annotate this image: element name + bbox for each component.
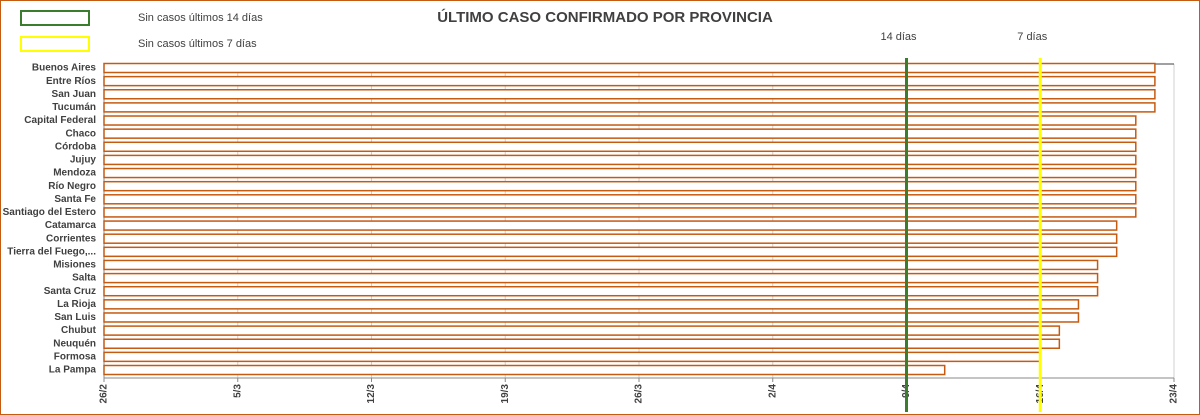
y-tick-label: San Juan (52, 89, 96, 100)
y-tick-label: Entre Ríos (46, 76, 96, 87)
bar (103, 259, 1099, 271)
y-tick-label: Jujuy (70, 155, 97, 166)
legend-label: Sin casos últimos 7 días (138, 38, 257, 50)
bar (103, 75, 1156, 87)
bar (103, 285, 1099, 297)
bar (103, 351, 1041, 363)
y-tick-label: Corrientes (46, 233, 96, 244)
x-tick-label: 2/4 (767, 384, 778, 398)
y-tick-label: San Luis (54, 312, 96, 323)
y-tick-label: Salta (72, 273, 96, 284)
bar (103, 194, 1137, 205)
y-tick-label: Formosa (54, 352, 97, 363)
y-tick-label: Santiago del Estero (3, 207, 96, 218)
reference-label: 7 días (1017, 31, 1047, 43)
y-tick-label: Buenos Aires (32, 63, 97, 74)
y-tick-label: La Rioja (57, 299, 96, 310)
bar (103, 220, 1118, 231)
bar (103, 141, 1137, 153)
legend-swatch (20, 10, 90, 26)
y-tick-label: Capital Federal (24, 115, 96, 126)
reference-label: 14 días (880, 31, 917, 43)
bar (103, 102, 1156, 113)
x-tick-label: 26/2 (99, 384, 110, 404)
y-tick-label: Tierra del Fuego,... (7, 246, 96, 257)
y-tick-label: Neuquén (53, 338, 96, 349)
bar (103, 167, 1137, 179)
legend-swatch (20, 36, 90, 52)
y-tick-label: Santa Cruz (44, 286, 96, 297)
x-tick-label: 5/3 (232, 384, 243, 398)
x-tick-label: 23/4 (1169, 384, 1180, 404)
y-tick-label: Misiones (53, 260, 96, 271)
bar (103, 364, 946, 376)
y-tick-label: Córdoba (55, 141, 97, 152)
y-tick-label: Chubut (61, 325, 97, 336)
chart-title: ÚLTIMO CASO CONFIRMADO POR PROVINCIA (437, 8, 773, 26)
bar (103, 246, 1118, 258)
y-tick-label: Chaco (65, 128, 96, 139)
bar (103, 62, 1156, 74)
bar (103, 128, 1137, 139)
bar (103, 312, 1080, 323)
bar (103, 154, 1137, 166)
x-tick-label: 26/3 (634, 384, 645, 404)
y-tick-label: Río Negro (48, 181, 96, 192)
y-tick-label: Santa Fe (54, 194, 96, 205)
bar (103, 325, 1061, 336)
bar (103, 272, 1099, 284)
legend-label: Sin casos últimos 14 días (138, 12, 263, 24)
bar (103, 338, 1061, 349)
y-tick-label: Catamarca (45, 220, 97, 231)
bar (103, 180, 1137, 192)
bar (103, 89, 1156, 100)
x-tick-label: 12/3 (366, 384, 377, 404)
bar (103, 299, 1080, 310)
x-tick-label: 19/3 (500, 384, 511, 404)
bar (103, 233, 1118, 244)
y-tick-label: La Pampa (49, 365, 97, 376)
y-tick-label: Mendoza (53, 168, 96, 179)
bar (103, 115, 1137, 126)
bar (103, 207, 1137, 218)
y-tick-label: Tucumán (52, 102, 96, 113)
